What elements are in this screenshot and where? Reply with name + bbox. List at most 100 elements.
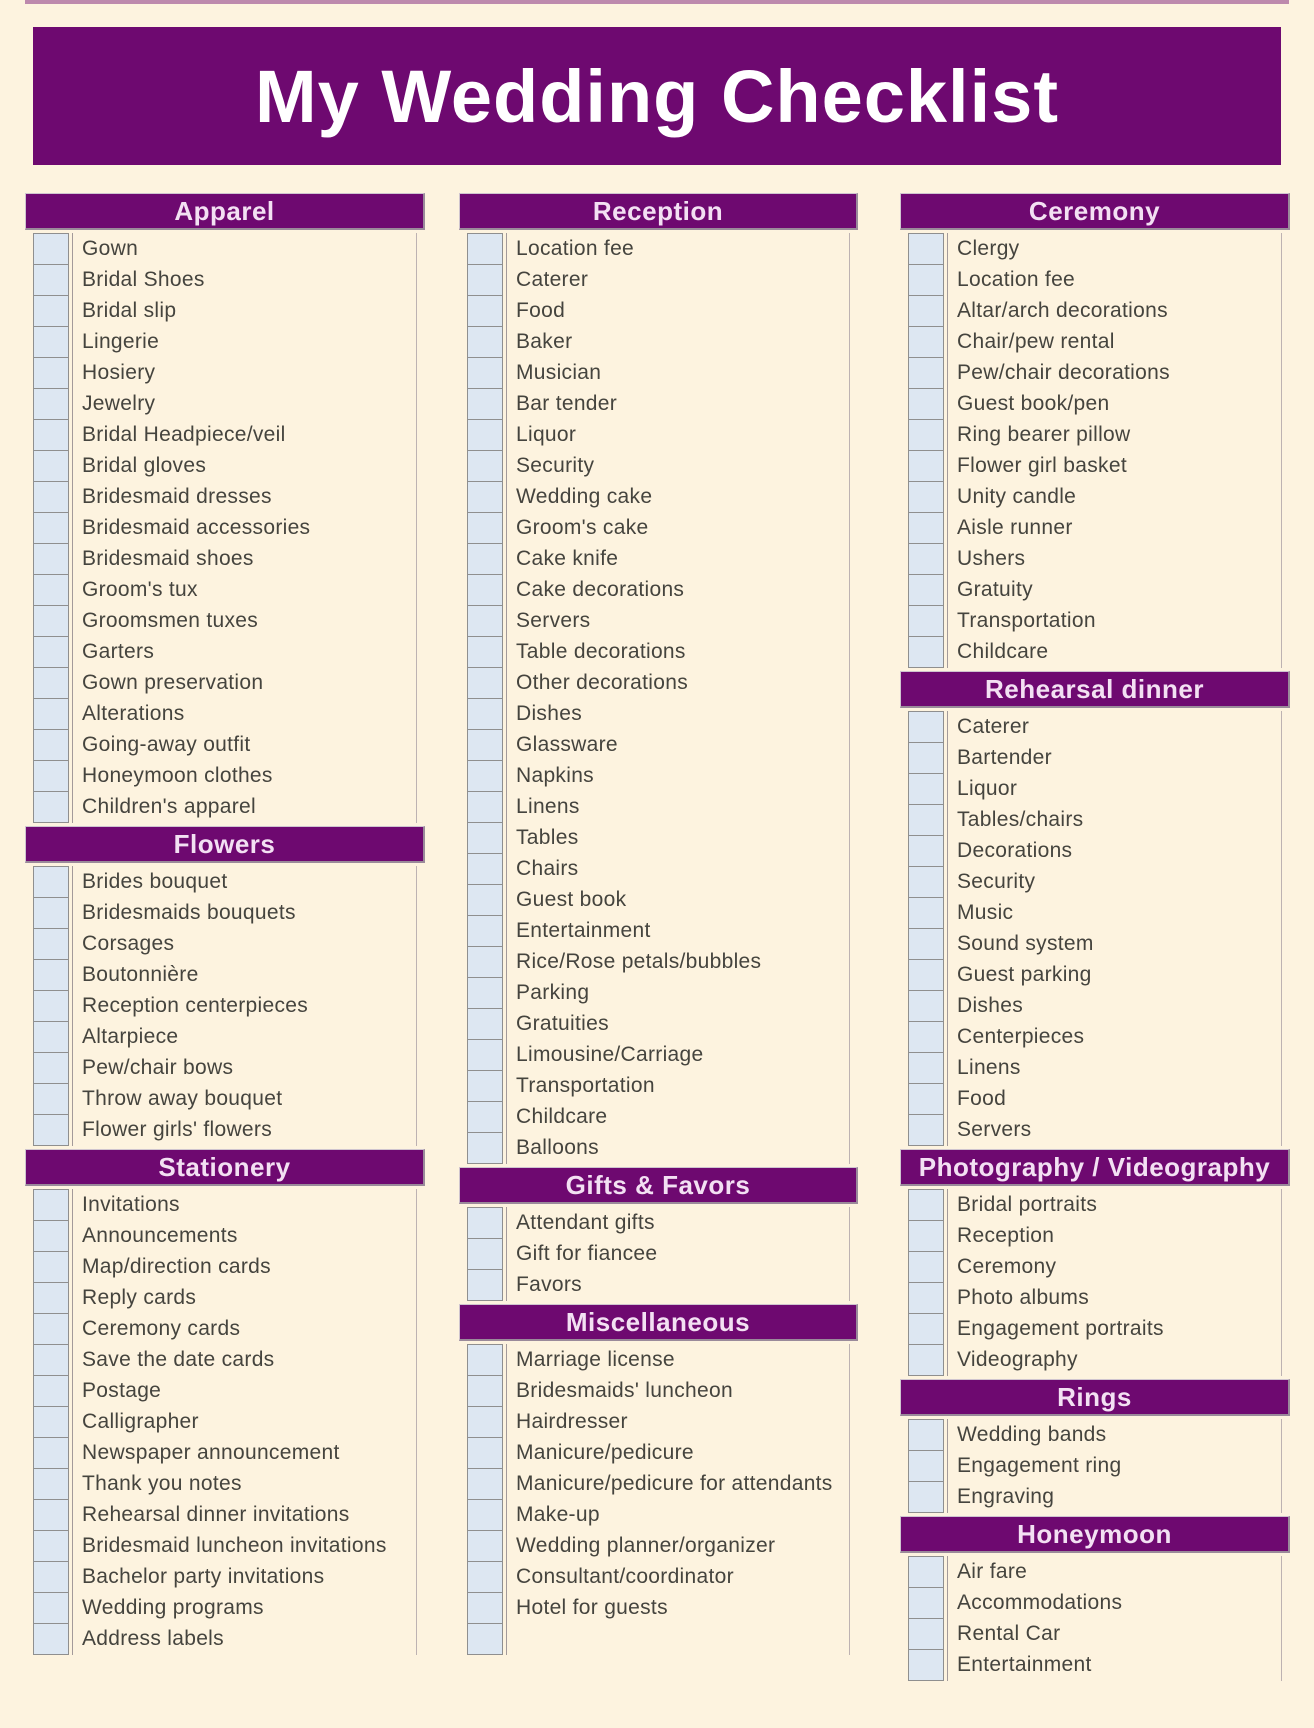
checkbox[interactable]	[908, 574, 944, 606]
checkbox[interactable]	[33, 667, 69, 699]
checkbox[interactable]	[33, 1530, 69, 1562]
checkbox[interactable]	[33, 1083, 69, 1115]
checkbox[interactable]	[467, 357, 503, 389]
checkbox[interactable]	[908, 326, 944, 358]
checkbox[interactable]	[467, 326, 503, 358]
checkbox[interactable]	[33, 326, 69, 358]
checkbox[interactable]	[33, 1499, 69, 1531]
checkbox[interactable]	[908, 1052, 944, 1084]
checkbox[interactable]	[33, 1437, 69, 1469]
checkbox[interactable]	[908, 450, 944, 482]
checkbox[interactable]	[33, 1251, 69, 1283]
checkbox[interactable]	[33, 1406, 69, 1438]
checkbox[interactable]	[908, 1189, 944, 1221]
checkbox[interactable]	[33, 1114, 69, 1146]
checkbox[interactable]	[908, 233, 944, 265]
checkbox[interactable]	[908, 897, 944, 929]
checkbox[interactable]	[467, 636, 503, 668]
checkbox[interactable]	[908, 804, 944, 836]
checkbox[interactable]	[467, 1375, 503, 1407]
checkbox[interactable]	[33, 512, 69, 544]
checkbox[interactable]	[467, 388, 503, 420]
checkbox[interactable]	[908, 959, 944, 991]
checkbox[interactable]	[33, 357, 69, 389]
checkbox[interactable]	[467, 1008, 503, 1040]
checkbox[interactable]	[908, 543, 944, 575]
checkbox[interactable]	[33, 1344, 69, 1376]
checkbox[interactable]	[908, 357, 944, 389]
checkbox[interactable]	[33, 419, 69, 451]
checkbox[interactable]	[908, 1481, 944, 1513]
checkbox[interactable]	[908, 1587, 944, 1619]
checkbox[interactable]	[33, 1375, 69, 1407]
checkbox[interactable]	[467, 1406, 503, 1438]
checkbox[interactable]	[467, 481, 503, 513]
checkbox[interactable]	[908, 1282, 944, 1314]
checkbox[interactable]	[467, 667, 503, 699]
checkbox[interactable]	[908, 636, 944, 668]
checkbox[interactable]	[467, 1132, 503, 1164]
checkbox[interactable]	[467, 1344, 503, 1376]
checkbox[interactable]	[467, 1530, 503, 1562]
checkbox[interactable]	[467, 1561, 503, 1593]
checkbox[interactable]	[467, 1207, 503, 1239]
checkbox[interactable]	[908, 1344, 944, 1376]
checkbox[interactable]	[908, 419, 944, 451]
checkbox[interactable]	[908, 264, 944, 296]
checkbox[interactable]	[33, 264, 69, 296]
checkbox[interactable]	[908, 1083, 944, 1115]
checkbox[interactable]	[467, 1499, 503, 1531]
checkbox[interactable]	[33, 481, 69, 513]
checkbox[interactable]	[467, 698, 503, 730]
checkbox[interactable]	[467, 1039, 503, 1071]
checkbox[interactable]	[908, 1450, 944, 1482]
checkbox[interactable]	[908, 388, 944, 420]
checkbox[interactable]	[467, 1623, 503, 1655]
checkbox[interactable]	[467, 295, 503, 327]
checkbox[interactable]	[33, 233, 69, 265]
checkbox[interactable]	[908, 1220, 944, 1252]
checkbox[interactable]	[908, 866, 944, 898]
checkbox[interactable]	[467, 1238, 503, 1270]
checkbox[interactable]	[467, 729, 503, 761]
checkbox[interactable]	[33, 729, 69, 761]
checkbox[interactable]	[33, 450, 69, 482]
checkbox[interactable]	[467, 605, 503, 637]
checkbox[interactable]	[33, 1189, 69, 1221]
checkbox[interactable]	[908, 928, 944, 960]
checkbox[interactable]	[908, 1419, 944, 1451]
checkbox[interactable]	[908, 773, 944, 805]
checkbox[interactable]	[33, 897, 69, 929]
checkbox[interactable]	[467, 1592, 503, 1624]
checkbox[interactable]	[33, 543, 69, 575]
checkbox[interactable]	[467, 1468, 503, 1500]
checkbox[interactable]	[467, 419, 503, 451]
checkbox[interactable]	[467, 450, 503, 482]
checkbox[interactable]	[33, 1561, 69, 1593]
checkbox[interactable]	[467, 1437, 503, 1469]
checkbox[interactable]	[33, 295, 69, 327]
checkbox[interactable]	[467, 512, 503, 544]
checkbox[interactable]	[908, 1114, 944, 1146]
checkbox[interactable]	[33, 928, 69, 960]
checkbox[interactable]	[467, 574, 503, 606]
checkbox[interactable]	[33, 990, 69, 1022]
checkbox[interactable]	[908, 295, 944, 327]
checkbox[interactable]	[33, 636, 69, 668]
checkbox[interactable]	[467, 1101, 503, 1133]
checkbox[interactable]	[33, 1313, 69, 1345]
checkbox[interactable]	[467, 822, 503, 854]
checkbox[interactable]	[33, 1282, 69, 1314]
checkbox[interactable]	[467, 233, 503, 265]
checkbox[interactable]	[33, 760, 69, 792]
checkbox[interactable]	[908, 605, 944, 637]
checkbox[interactable]	[908, 835, 944, 867]
checkbox[interactable]	[33, 1592, 69, 1624]
checkbox[interactable]	[33, 959, 69, 991]
checkbox[interactable]	[908, 1251, 944, 1283]
checkbox[interactable]	[467, 946, 503, 978]
checkbox[interactable]	[908, 711, 944, 743]
checkbox[interactable]	[33, 791, 69, 823]
checkbox[interactable]	[908, 512, 944, 544]
checkbox[interactable]	[33, 698, 69, 730]
